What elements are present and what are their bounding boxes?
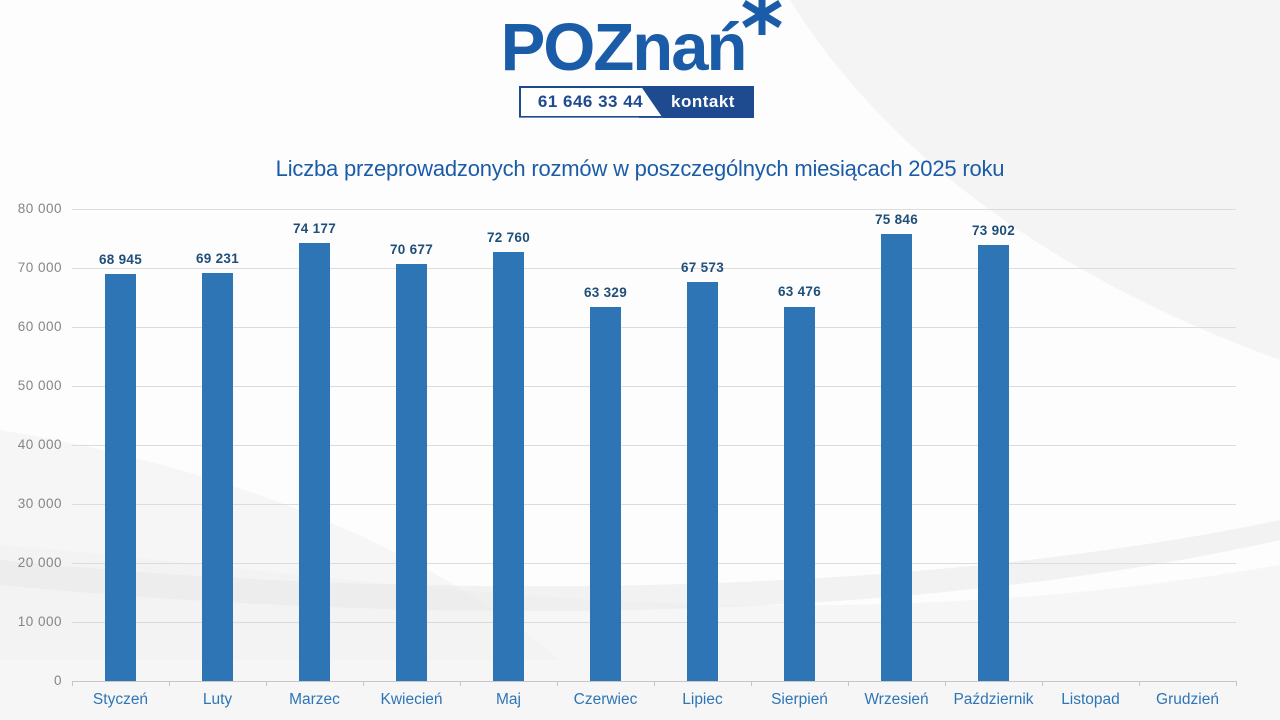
bar-value-label: 68 945 bbox=[98, 252, 143, 268]
month-label: Listopad bbox=[1061, 691, 1120, 708]
y-axis-label: 20 000 bbox=[17, 555, 62, 570]
month-label: Lipiec bbox=[682, 691, 723, 708]
phone-box: 61 646 33 44 bbox=[519, 86, 663, 118]
month-label: Czerwiec bbox=[573, 691, 638, 708]
x-axis-tick bbox=[266, 681, 267, 686]
kontakt-label: kontakt bbox=[671, 91, 735, 111]
gridline bbox=[72, 386, 1236, 387]
month-label: Październik bbox=[953, 691, 1034, 708]
month-label: Styczeń bbox=[92, 691, 149, 708]
x-axis-tick bbox=[848, 681, 849, 686]
gridline bbox=[72, 209, 1236, 210]
month-label: Wrzesień bbox=[864, 691, 929, 708]
gridline bbox=[72, 268, 1236, 269]
x-axis-tick bbox=[1236, 681, 1237, 686]
logo: POZ nań 61 646 33 44 kontakt bbox=[0, 0, 1280, 118]
bar bbox=[396, 264, 427, 681]
bar bbox=[784, 306, 815, 681]
bar-value-label: 74 177 bbox=[292, 221, 337, 237]
bar bbox=[202, 272, 233, 681]
x-axis-tick bbox=[945, 681, 946, 686]
bar-value-label: 63 476 bbox=[777, 284, 822, 300]
x-axis-tick bbox=[169, 681, 170, 686]
y-axis-label: 50 000 bbox=[17, 378, 62, 393]
y-axis-label: 70 000 bbox=[17, 260, 62, 275]
x-axis-tick bbox=[1139, 681, 1140, 686]
x-axis-tick bbox=[363, 681, 364, 686]
month-label: Marzec bbox=[289, 691, 340, 708]
month-label: Sierpień bbox=[771, 691, 828, 708]
contact-bar: 61 646 33 44 kontakt bbox=[519, 85, 754, 118]
bar bbox=[105, 274, 136, 681]
gridline bbox=[72, 504, 1236, 505]
logo-asterisk-icon bbox=[739, 0, 785, 42]
bar-value-label: 75 846 bbox=[874, 211, 919, 227]
bar-value-label: 70 677 bbox=[389, 242, 434, 257]
x-axis-tick bbox=[654, 681, 655, 686]
y-axis-label: 60 000 bbox=[17, 319, 62, 334]
bar bbox=[299, 243, 330, 681]
month-label: Kwiecień bbox=[380, 691, 443, 708]
y-axis-label: 10 000 bbox=[17, 614, 62, 629]
month-label: Grudzień bbox=[1156, 691, 1219, 708]
bar bbox=[881, 233, 912, 681]
logo-poz: POZ bbox=[500, 10, 635, 85]
bar bbox=[687, 282, 718, 681]
bar-value-label: 72 760 bbox=[486, 229, 531, 245]
x-axis-tick bbox=[557, 681, 558, 686]
gridline bbox=[72, 327, 1236, 328]
bar-chart: 68 945 Styczeń 69 231 Luty 74 177 Marzec 70 67… bbox=[0, 201, 1280, 714]
logo-nan: nań bbox=[632, 10, 747, 85]
gridline bbox=[72, 445, 1236, 446]
bar-value-label: 63 329 bbox=[583, 285, 628, 301]
month-label: Luty bbox=[202, 691, 233, 708]
month-label: Maj bbox=[496, 691, 521, 708]
bar bbox=[590, 307, 621, 681]
y-axis-label: 80 000 bbox=[17, 201, 62, 216]
phone-number: 61 646 33 44 bbox=[537, 91, 644, 111]
bar-value-label: 73 902 bbox=[971, 222, 1016, 238]
gridline bbox=[72, 622, 1236, 623]
gridline bbox=[72, 563, 1236, 564]
y-axis-label: 40 000 bbox=[17, 437, 62, 452]
bar bbox=[493, 251, 524, 681]
x-axis-tick bbox=[72, 681, 73, 686]
logo-text: POZ nań bbox=[500, 0, 792, 85]
bar bbox=[978, 244, 1009, 681]
bar-value-label: 69 231 bbox=[195, 250, 240, 266]
bar-value-label: 67 573 bbox=[680, 260, 725, 276]
plot-area: 68 945 Styczeń 69 231 Luty 74 177 Marzec 70 67… bbox=[72, 209, 1237, 708]
x-axis-tick bbox=[1042, 681, 1043, 686]
kontakt-box: kontakt bbox=[638, 85, 754, 118]
y-axis-label: 30 000 bbox=[17, 496, 62, 511]
x-axis-tick bbox=[460, 681, 461, 686]
y-axis-label: 0 bbox=[53, 673, 62, 688]
x-axis-tick bbox=[751, 681, 752, 686]
chart-title: Liczba przeprowadzonych rozmów w poszcze… bbox=[275, 156, 1005, 181]
